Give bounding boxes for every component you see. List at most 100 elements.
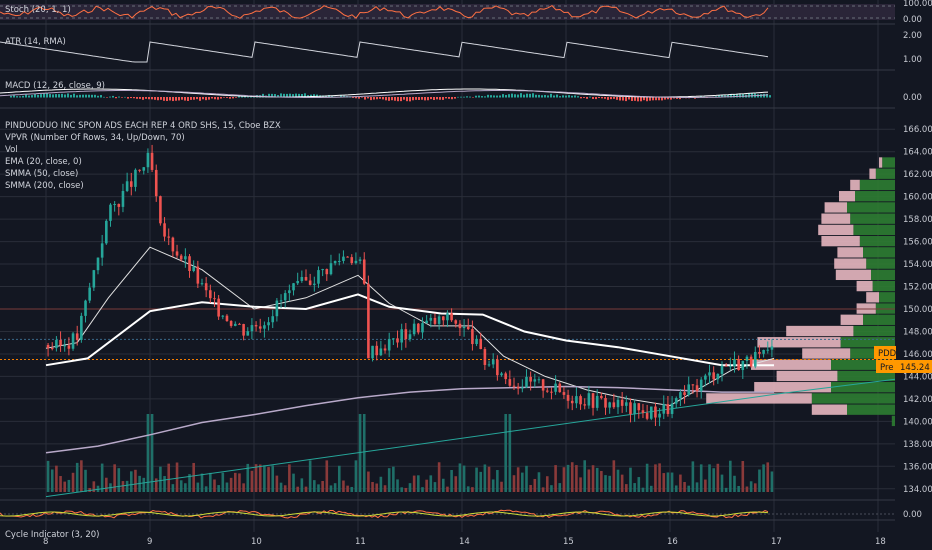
macd-histogram-bar	[739, 93, 741, 98]
candle-body	[670, 403, 674, 414]
candle-body	[758, 351, 761, 354]
macd-histogram-bar	[181, 97, 183, 100]
macd-histogram-bar	[238, 95, 240, 98]
volume-bar	[704, 479, 707, 492]
volume-bar	[325, 460, 329, 492]
macd-histogram-bar	[172, 97, 174, 102]
profile-down-bar	[850, 179, 860, 191]
volume-bar	[504, 414, 507, 492]
ticker-tag-label: PDD	[878, 349, 897, 359]
macd-histogram-bar	[562, 95, 564, 98]
volume-bar	[537, 472, 541, 492]
volume-bar	[417, 475, 420, 492]
candle-body	[221, 315, 225, 317]
macd-histogram-bar	[70, 94, 72, 98]
macd-histogram-bar	[364, 97, 366, 100]
macd-histogram-bar	[559, 96, 561, 98]
macd-histogram-bar	[271, 93, 273, 98]
candle-body	[188, 256, 191, 272]
volume-bar	[729, 460, 732, 492]
candle-body	[179, 255, 183, 260]
candle-body	[600, 395, 603, 399]
candle-body	[450, 313, 453, 321]
volume-bar	[749, 481, 753, 492]
volume-bar	[404, 487, 408, 492]
candle-body	[387, 339, 391, 351]
macd-histogram-bar	[49, 94, 51, 98]
volume-bar	[496, 470, 499, 492]
macd-histogram-bar	[190, 97, 192, 100]
macd-histogram-bar	[667, 97, 669, 100]
volume-bar	[566, 464, 570, 492]
volume-bar	[258, 464, 262, 492]
macd-histogram-bar	[115, 97, 117, 99]
x-axis[interactable]: 8 9 10 11 14 15 16 17 18	[43, 537, 886, 547]
macd-histogram-bar	[541, 95, 543, 98]
volume-bar	[645, 463, 649, 492]
volume-bar	[150, 414, 154, 492]
macd-histogram-bar	[202, 97, 204, 100]
macd-histogram-bar	[313, 94, 315, 98]
macd-histogram-bar	[439, 97, 441, 100]
macd-histogram-bar	[661, 97, 663, 101]
macd-histogram-bar	[370, 97, 372, 101]
macd-histogram-bar	[367, 97, 369, 99]
macd-histogram-bar	[73, 93, 75, 98]
candle-body	[129, 181, 133, 187]
macd-histogram-bar	[226, 97, 228, 98]
profile-up-bar	[871, 269, 895, 281]
volume-bar	[712, 468, 715, 492]
macd-histogram-bar	[85, 94, 87, 98]
macd-histogram-bar	[592, 97, 594, 99]
volume-bar	[80, 460, 83, 492]
candle-body	[562, 392, 566, 395]
x-tick-label: 8	[43, 537, 48, 547]
macd-histogram-bar	[553, 95, 555, 98]
candle-body	[192, 266, 195, 272]
volume-bar	[233, 472, 237, 492]
volume-bar	[92, 481, 96, 492]
macd-histogram-bar	[427, 97, 429, 101]
candle-body	[105, 220, 108, 244]
volume-bar	[699, 464, 703, 492]
y-axis[interactable]: 166.00 164.00 162.00 160.00 158.00 156.00 154.…	[895, 0, 932, 550]
volume-bar	[600, 470, 603, 492]
candle-body	[471, 329, 474, 345]
profile-down-bar	[837, 247, 863, 258]
candle-body	[629, 402, 632, 415]
y-tick-label: 2.00	[903, 31, 922, 41]
volume-bar	[683, 482, 686, 492]
candle-body	[271, 316, 275, 323]
macd-histogram-bar	[547, 95, 549, 98]
macd-histogram-bar	[583, 97, 585, 98]
candle-body	[637, 403, 641, 411]
macd-histogram-bar	[472, 97, 474, 98]
profile-down-bar	[776, 370, 838, 382]
profile-up-bar	[875, 168, 895, 179]
macd-histogram-bar	[400, 97, 402, 102]
profile-up-bar	[855, 191, 895, 202]
macd-histogram-bar	[403, 97, 405, 100]
volume-bar	[408, 483, 412, 492]
volume-bar	[604, 475, 607, 492]
candle-body	[113, 204, 116, 206]
candle-body	[762, 349, 765, 354]
macd-histogram-bar	[385, 97, 387, 101]
volume-bar	[529, 484, 532, 492]
macd-histogram-bar	[109, 96, 111, 98]
macd-histogram-bar	[25, 94, 27, 98]
macd-histogram-bar	[232, 97, 234, 99]
candle-body	[575, 396, 578, 404]
macd-histogram-bar	[766, 93, 768, 98]
legend-ema: EMA (20, close, 0)	[5, 157, 82, 167]
macd-histogram-bar	[532, 93, 534, 98]
candle-body	[379, 348, 383, 356]
x-tick-label: 9	[147, 537, 152, 547]
volume-bar	[450, 469, 453, 492]
macd-label: MACD (12, 26, close, 9)	[5, 81, 105, 91]
candle-body	[508, 379, 512, 386]
y-tick-label: 150.00	[903, 305, 932, 315]
macd-histogram-bar	[595, 97, 597, 100]
macd-histogram-bar	[487, 94, 489, 98]
